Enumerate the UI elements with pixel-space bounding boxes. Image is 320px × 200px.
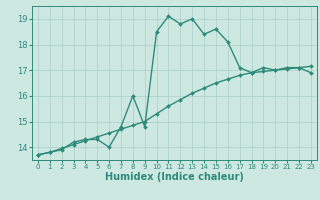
X-axis label: Humidex (Indice chaleur): Humidex (Indice chaleur) bbox=[105, 172, 244, 182]
